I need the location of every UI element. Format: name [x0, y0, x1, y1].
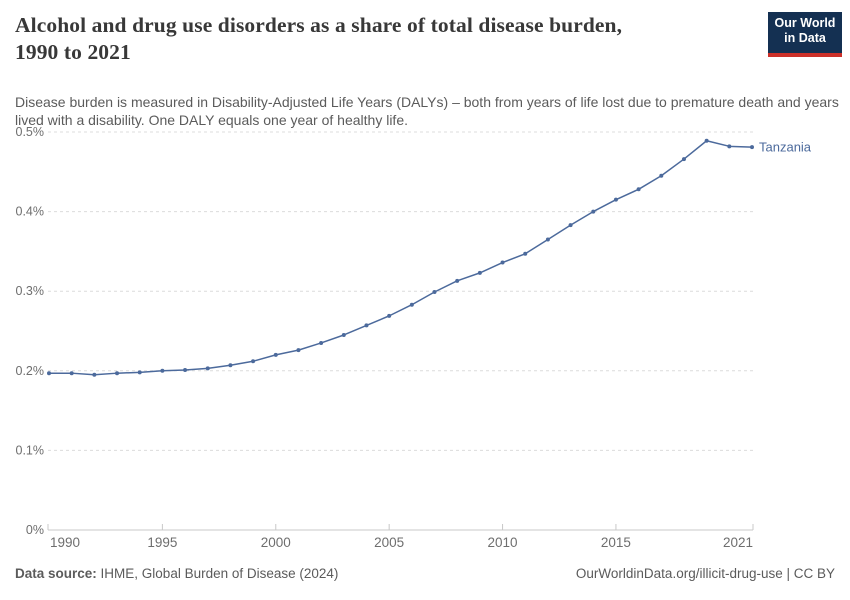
data-point — [319, 340, 324, 345]
data-point — [523, 251, 528, 256]
data-point — [183, 368, 188, 373]
data-point — [273, 352, 278, 357]
data-point — [613, 197, 618, 202]
data-point — [341, 332, 346, 337]
data-point — [409, 302, 414, 307]
y-axis-tick-label: 0.2% — [16, 364, 45, 378]
data-source-text: IHME, Global Burden of Disease (2024) — [100, 566, 339, 581]
data-point — [500, 260, 505, 265]
data-point — [47, 371, 51, 376]
data-point — [205, 366, 210, 371]
data-source-note: Data source: IHME, Global Burden of Dise… — [15, 566, 338, 581]
owid-logo-line1: Our World — [774, 16, 836, 30]
data-point — [636, 187, 641, 192]
x-axis-tick-label: 1995 — [147, 535, 177, 550]
data-point — [296, 348, 301, 353]
x-axis-tick-label: 2015 — [601, 535, 631, 550]
data-point — [251, 359, 256, 364]
data-point — [591, 209, 596, 214]
y-axis-tick-label: 0.5% — [16, 125, 45, 139]
series-end-label: Tanzania — [759, 140, 812, 155]
chart-footer: Data source: IHME, Global Burden of Dise… — [15, 566, 835, 581]
data-point — [364, 323, 369, 328]
data-point — [160, 368, 165, 373]
data-point — [92, 372, 97, 377]
data-point — [704, 138, 709, 143]
y-axis-tick-label: 0.3% — [16, 284, 45, 298]
data-point — [432, 289, 437, 294]
data-point — [387, 313, 392, 318]
data-point — [681, 157, 686, 162]
data-point — [659, 173, 664, 178]
owid-logo-line2: in Data — [784, 30, 826, 45]
chart-title-line2: 1990 to 2021 — [15, 39, 131, 64]
data-line-tanzania — [48, 140, 753, 376]
data-point — [228, 363, 233, 368]
chart-title-line1: Alcohol and drug use disorders as a shar… — [15, 13, 623, 37]
data-point — [115, 371, 120, 376]
x-axis-tick-label: 2021 — [723, 535, 753, 550]
y-axis-tick-label: 0.4% — [16, 205, 45, 219]
data-point — [750, 145, 754, 150]
data-point — [69, 371, 74, 376]
x-axis-tick-label: 1990 — [50, 535, 80, 550]
data-source-label: Data source: — [15, 566, 97, 581]
chart-subtitle: Disease burden is measured in Disability… — [15, 94, 839, 129]
data-point — [137, 370, 142, 375]
y-axis-tick-label: 0.1% — [16, 443, 45, 457]
data-point — [568, 223, 573, 228]
x-axis-tick-label: 2000 — [261, 535, 291, 550]
data-point — [455, 278, 460, 283]
y-axis-tick-label: 0% — [26, 523, 44, 537]
data-point — [477, 270, 482, 275]
owid-logo: Our World in Data — [768, 12, 842, 57]
owid-url-link[interactable]: OurWorldinData.org/illicit-drug-use | CC… — [575, 566, 835, 581]
x-axis-tick-label: 2010 — [488, 535, 518, 550]
data-point — [545, 237, 550, 242]
chart-title: Alcohol and drug use disorders as a shar… — [15, 12, 760, 65]
data-point — [727, 144, 732, 149]
x-axis-tick-label: 2005 — [374, 535, 404, 550]
